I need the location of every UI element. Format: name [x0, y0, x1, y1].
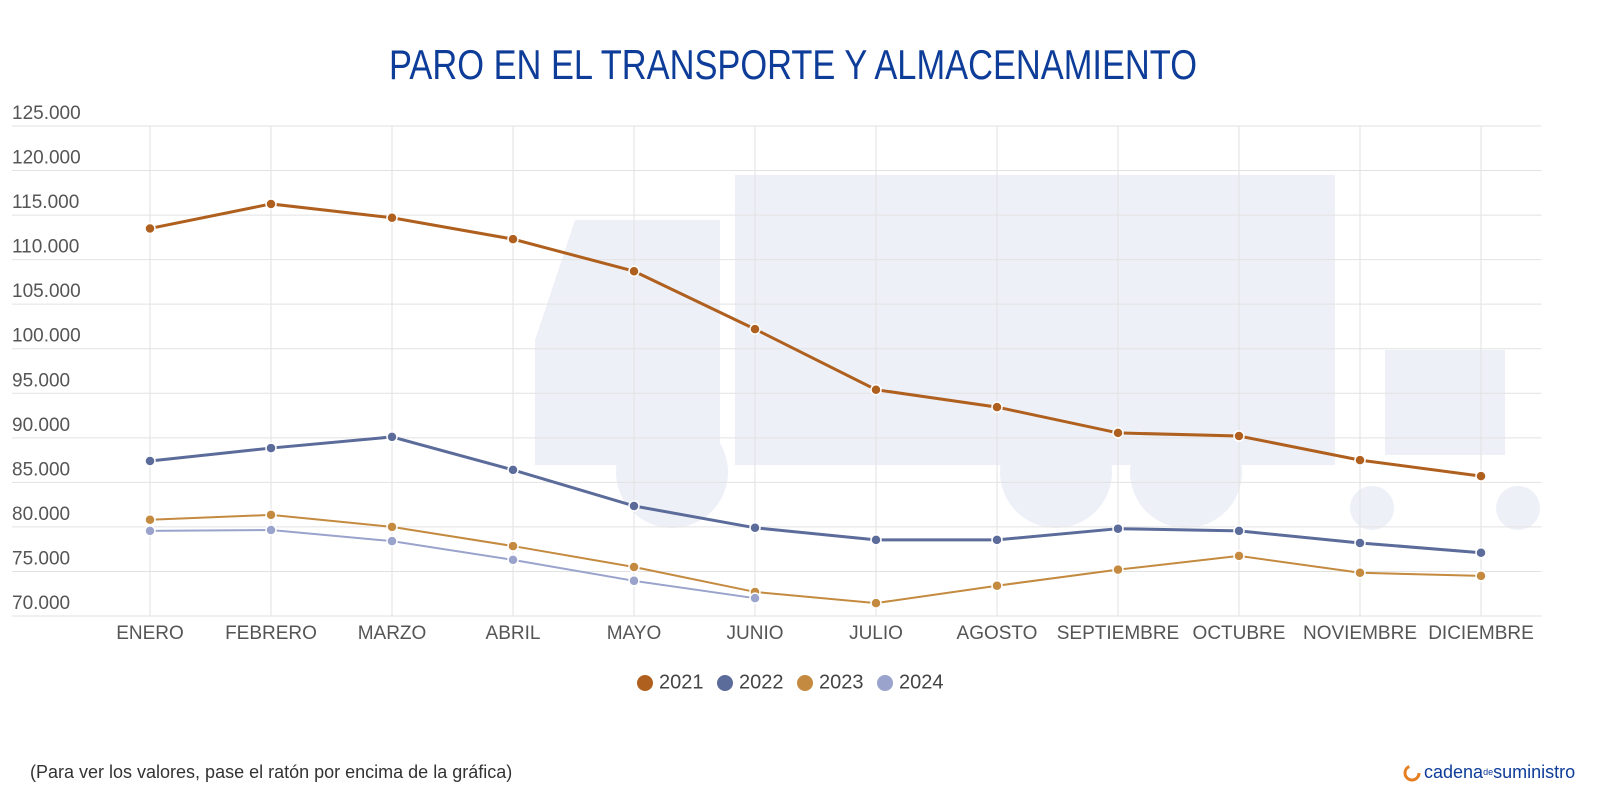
data-point — [628, 575, 640, 587]
data-point — [144, 514, 156, 526]
data-point — [628, 500, 640, 512]
y-tick-label: 115.000 — [12, 192, 79, 213]
data-point — [265, 509, 277, 521]
data-point — [1475, 470, 1487, 482]
legend-marker — [877, 675, 893, 691]
data-point — [628, 265, 640, 277]
chart-title: PARO EN EL TRANSPORTE Y ALMACENAMIENTO — [389, 42, 1197, 89]
legend-marker — [717, 675, 733, 691]
data-point — [144, 222, 156, 235]
x-tick-label: JUNIO — [727, 623, 784, 644]
data-point — [1233, 525, 1245, 537]
series-line — [149, 202, 1482, 478]
data-point — [991, 401, 1003, 413]
y-tick-label: 90.000 — [12, 415, 70, 436]
data-point — [870, 597, 882, 609]
data-point — [1112, 522, 1124, 535]
data-point — [386, 212, 398, 224]
legend-marker — [637, 675, 653, 691]
data-point — [144, 525, 156, 537]
data-point — [265, 524, 277, 536]
data-point — [507, 554, 519, 566]
data-point — [265, 442, 277, 454]
x-tick-label: AGOSTO — [957, 623, 1038, 644]
data-point — [749, 522, 761, 534]
data-point — [749, 323, 761, 335]
y-tick-label: 125.000 — [12, 103, 81, 124]
x-tick-label: NOVIEMBRE — [1303, 623, 1417, 644]
y-tick-label: 110.000 — [12, 237, 79, 258]
data-point — [1354, 537, 1366, 549]
data-point — [507, 540, 519, 552]
data-point — [1354, 567, 1366, 579]
x-tick-label: MAYO — [607, 623, 662, 644]
legend-label: 2023 — [819, 671, 864, 693]
x-tick-label: JULIO — [849, 623, 903, 644]
background-truck — [535, 175, 1540, 530]
brand-part: suministro — [1493, 762, 1575, 782]
data-point — [507, 233, 519, 245]
brand-icon — [1403, 764, 1421, 782]
brand-text: cadenadesuministro — [1424, 762, 1575, 782]
x-tick-label: SEPTIEMBRE — [1057, 623, 1179, 644]
data-point — [386, 521, 398, 533]
note: (Para ver los valores, pase el ratón por… — [30, 762, 512, 782]
data-point — [1233, 430, 1245, 442]
legend-marker — [797, 675, 813, 691]
legend-label: 2024 — [899, 671, 944, 693]
data-point — [1354, 454, 1366, 466]
y-tick-label: 100.000 — [12, 326, 81, 347]
series-line — [149, 529, 756, 600]
data-point — [507, 464, 519, 476]
legend-label: 2021 — [659, 671, 704, 693]
data-point — [628, 561, 640, 573]
y-tick-label: 80.000 — [12, 504, 70, 525]
series-line — [149, 513, 1482, 605]
data-point — [1112, 427, 1124, 439]
data-point — [1233, 550, 1245, 562]
y-tick-label: 70.000 — [12, 593, 70, 614]
data-point — [386, 431, 398, 443]
brand: cadenadesuministro — [1403, 762, 1575, 782]
y-tick-label: 85.000 — [12, 459, 70, 480]
y-tick-label: 75.000 — [12, 548, 70, 569]
data-point — [1475, 546, 1487, 559]
data-point — [265, 198, 277, 210]
data-point — [991, 534, 1003, 546]
brand-part: de — [1483, 767, 1493, 777]
y-tick-label: 120.000 — [12, 148, 81, 169]
x-tick-label: FEBRERO — [225, 623, 317, 644]
series-line — [149, 435, 1482, 555]
x-tick-label: ENERO — [116, 623, 184, 644]
x-tick-label: DICIEMBRE — [1428, 623, 1534, 644]
x-tick-label: OCTUBRE — [1193, 623, 1286, 644]
legend-label: 2022 — [739, 671, 784, 693]
y-tick-label: 95.000 — [12, 370, 70, 391]
data-point — [386, 535, 398, 547]
data-point — [1475, 570, 1487, 582]
data-point — [870, 383, 882, 396]
brand-part: cadena — [1424, 762, 1484, 782]
data-point — [144, 455, 156, 467]
y-tick-label: 105.000 — [12, 281, 81, 302]
data-point — [749, 592, 761, 604]
x-tick-label: ABRIL — [486, 623, 541, 644]
x-tick-label: MARZO — [358, 623, 427, 644]
data-point — [991, 579, 1003, 592]
data-point — [1112, 563, 1124, 576]
data-point — [870, 534, 882, 546]
